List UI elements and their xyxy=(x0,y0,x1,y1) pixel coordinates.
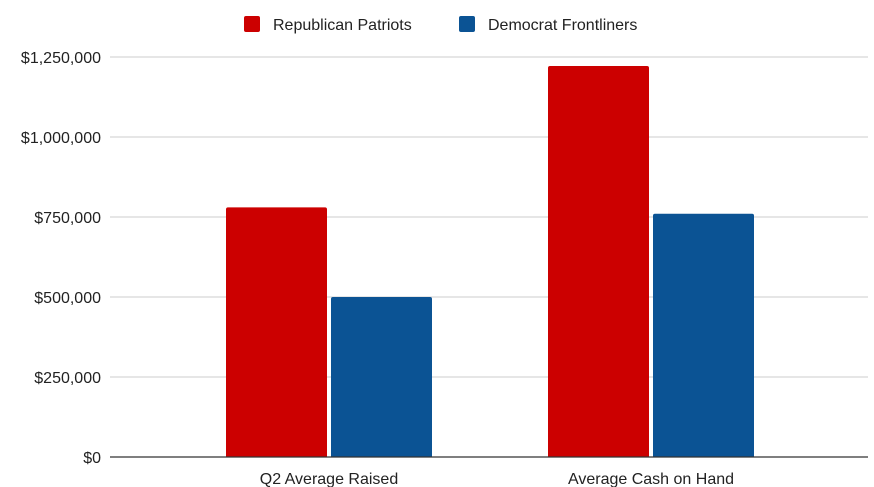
legend-swatch xyxy=(244,16,260,32)
y-tick-label: $750,000 xyxy=(34,210,101,227)
bar-republican-0 xyxy=(226,207,327,457)
bars xyxy=(226,65,754,458)
legend-swatch xyxy=(459,16,475,32)
bar-democrat-1 xyxy=(653,213,754,457)
bar-democrat-0 xyxy=(331,297,432,457)
axes: $0 $250,000 $500,000 $750,000 $1,000,000 $1,2… xyxy=(21,50,868,487)
x-category-label: Q2 Average Raised xyxy=(260,471,398,487)
gridlines xyxy=(110,56,868,378)
legend-label: Republican Patriots xyxy=(273,17,412,34)
y-tick-label: $1,000,000 xyxy=(21,130,101,147)
y-tick-label: $250,000 xyxy=(34,370,101,387)
x-category-label: Average Cash on Hand xyxy=(568,471,734,487)
legend-label: Democrat Frontliners xyxy=(488,17,637,34)
y-tick-label: $0 xyxy=(83,450,101,467)
y-tick-label: $500,000 xyxy=(34,290,101,307)
legend: Republican Patriots Democrat Frontliners xyxy=(244,16,637,34)
y-tick-label: $1,250,000 xyxy=(21,50,101,67)
bar-republican-1 xyxy=(548,65,649,458)
